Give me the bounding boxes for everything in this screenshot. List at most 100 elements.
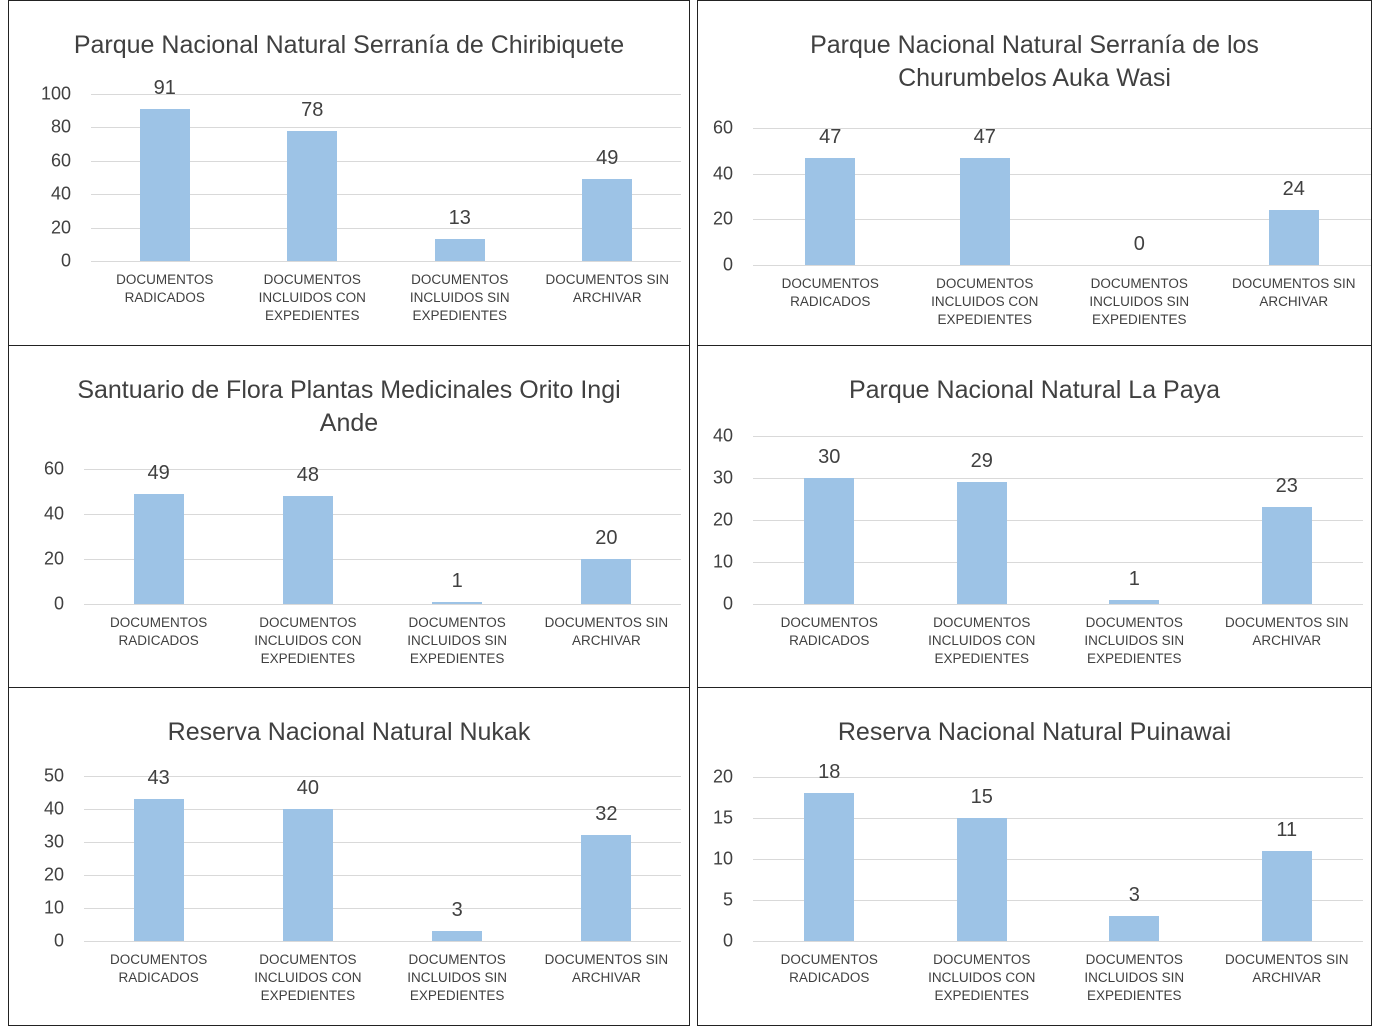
x-tick-label: DOCUMENTOS INCLUIDOS CON EXPEDIENTES: [254, 615, 362, 666]
grid-line: [91, 127, 681, 129]
data-label: 23: [1275, 475, 1298, 498]
x-tick-label: DOCUMENTOS INCLUIDOS CON EXPEDIENTES: [258, 272, 366, 323]
bar: [282, 809, 333, 941]
bar: [1261, 850, 1312, 941]
chart-panel: Reserva Nacional Natural Puinawai 0 5 10 15 2…: [697, 687, 1372, 1026]
grid-line: [84, 875, 681, 876]
grid-line: [753, 265, 1371, 266]
grid-line: [753, 562, 1363, 563]
grid-line: [84, 908, 681, 909]
chart-panel: Santuario de Flora Plantas Medicinales O…: [8, 345, 690, 688]
data-label: 47: [819, 125, 842, 148]
grid-line: [84, 809, 681, 810]
y-tick-label: 5: [722, 889, 733, 910]
bar: [287, 130, 338, 261]
data-label: 1: [1128, 567, 1140, 590]
bar: [1109, 599, 1160, 604]
y-tick-label: 40: [43, 798, 64, 819]
data-label: 18: [818, 761, 841, 784]
data-label: 78: [301, 98, 324, 121]
y-tick-label: 40: [43, 503, 64, 524]
y-tick-label: 0: [60, 250, 71, 271]
y-tick-label: 30: [43, 831, 64, 852]
data-label: 3: [1128, 884, 1140, 907]
bar: [282, 496, 333, 604]
grid-line: [84, 514, 681, 515]
grid-line: [84, 842, 681, 843]
grid-line: [753, 173, 1371, 175]
x-tick-label: DOCUMENTOS INCLUIDOS SIN EXPEDIENTES: [1089, 276, 1190, 327]
y-tick-label: 20: [43, 864, 64, 885]
data-label: 0: [1133, 233, 1145, 255]
data-label: 49: [147, 461, 170, 484]
grid-line: [84, 941, 681, 942]
data-label: 24: [1282, 178, 1305, 201]
chart-panel: Reserva Nacional Natural Nukak 0 10 20 30 40 5…: [8, 687, 690, 1026]
grid-line: [84, 469, 681, 470]
grid-line: [84, 559, 681, 560]
grid-line: [753, 219, 1371, 221]
grid-line: [91, 261, 681, 262]
y-tick-label: 60: [712, 117, 733, 138]
y-tick-label: 60: [50, 150, 71, 171]
x-tick-label: DOCUMENTOS INCLUIDOS CON EXPEDIENTES: [931, 276, 1039, 327]
data-label: 40: [296, 777, 319, 799]
chart-title: Santuario de Flora Plantas Medicinales O…: [77, 376, 621, 437]
data-label: 1: [451, 569, 463, 592]
chart-title: Parque Nacional Natural La Paya: [848, 376, 1221, 404]
y-tick-label: 40: [712, 163, 733, 184]
y-tick-label: 0: [53, 930, 64, 951]
data-label: 15: [970, 786, 993, 808]
data-label: 91: [153, 77, 176, 100]
x-tick-label: DOCUMENTOS INCLUIDOS CON EXPEDIENTES: [928, 952, 1036, 1003]
bar: [956, 818, 1007, 941]
data-label: 43: [147, 767, 170, 790]
bar: [133, 799, 184, 941]
chart-title: Reserva Nacional Natural Nukak: [167, 718, 531, 746]
grid-line: [753, 941, 1363, 942]
bar: [139, 109, 190, 261]
x-tick-label: DOCUMENTOS INCLUIDOS CON EXPEDIENTES: [928, 615, 1036, 666]
x-tick-label: DOCUMENTOS INCLUIDOS SIN EXPEDIENTES: [407, 615, 508, 666]
x-tick-label: DOCUMENTOS SIN ARCHIVAR: [1231, 276, 1356, 309]
data-label: 48: [296, 464, 319, 486]
data-label: 30: [818, 446, 841, 468]
bar: [1261, 507, 1312, 604]
y-tick-label: 10: [712, 551, 733, 572]
grid-line: [91, 227, 681, 229]
bar: [434, 239, 485, 261]
y-tick-label: 20: [712, 509, 733, 530]
y-tick-label: 20: [712, 766, 733, 787]
y-tick-label: 0: [722, 254, 733, 275]
data-label: 29: [970, 450, 993, 473]
y-tick-label: 0: [53, 593, 64, 614]
y-tick-label: 100: [40, 83, 71, 104]
chart-title: Reserva Nacional Natural Puinawai: [837, 718, 1232, 746]
bar: [959, 157, 1010, 265]
bar: [581, 559, 632, 604]
x-tick-label: DOCUMENTOS RADICADOS: [780, 615, 878, 648]
grid-line: [753, 818, 1363, 819]
y-tick-label: 20: [712, 208, 733, 229]
chart-title: Parque Nacional Natural Serranía de Chir…: [73, 31, 625, 59]
data-label: 13: [448, 207, 471, 230]
x-tick-label: DOCUMENTOS INCLUIDOS SIN EXPEDIENTES: [1084, 615, 1185, 666]
grid-line: [84, 604, 681, 605]
data-label: 32: [595, 803, 618, 826]
x-tick-label: DOCUMENTOS SIN ARCHIVAR: [544, 952, 669, 985]
x-tick-label: DOCUMENTOS RADICADOS: [109, 615, 208, 648]
y-tick-label: 0: [722, 930, 733, 951]
x-tick-label: DOCUMENTOS SIN ARCHIVAR: [544, 615, 669, 648]
y-tick-label: 30: [712, 467, 733, 488]
data-label: 47: [973, 125, 996, 148]
grid-line: [753, 900, 1363, 901]
x-tick-label: DOCUMENTOS RADICADOS: [780, 952, 878, 985]
grid-line: [753, 777, 1363, 778]
grid-line: [753, 436, 1363, 437]
x-tick-label: DOCUMENTOS SIN ARCHIVAR: [1224, 615, 1349, 648]
y-tick-label: 60: [43, 458, 64, 479]
y-tick-label: 0: [722, 593, 733, 614]
x-tick-label: DOCUMENTOS SIN ARCHIVAR: [545, 272, 669, 305]
x-tick-label: DOCUMENTOS RADICADOS: [109, 952, 208, 985]
